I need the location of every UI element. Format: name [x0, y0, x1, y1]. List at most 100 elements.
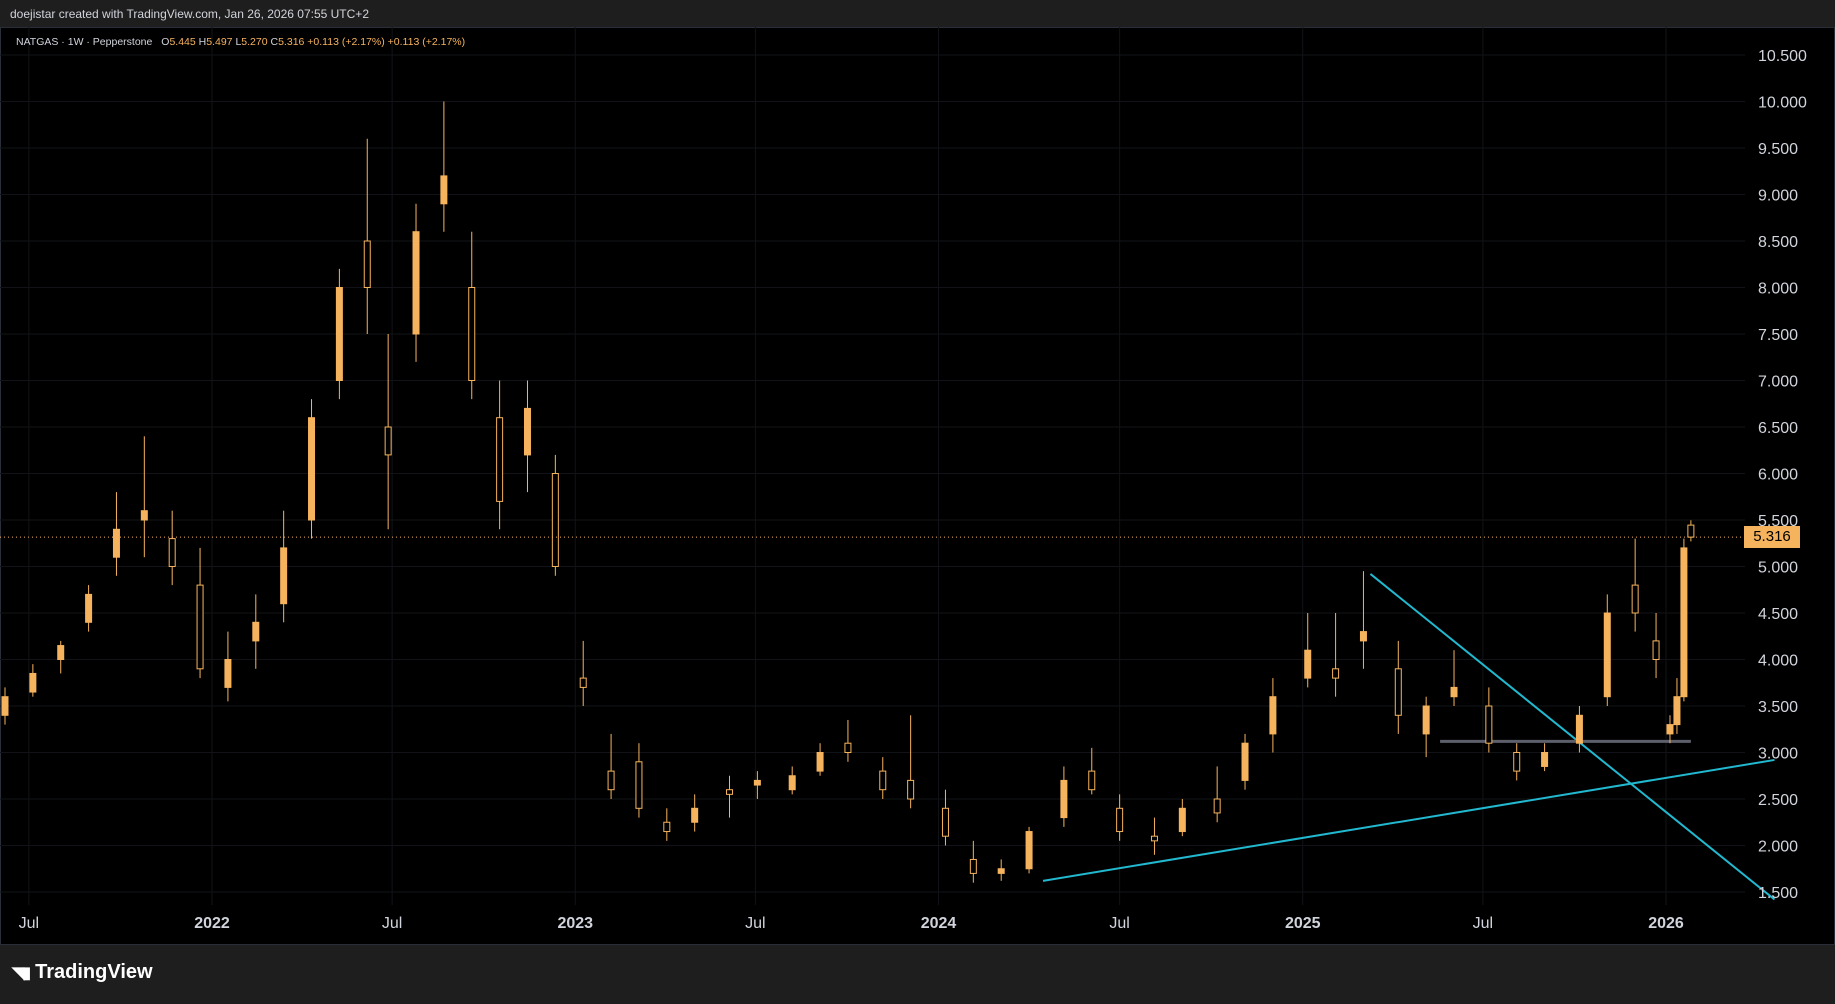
price-tick-label: 2.000	[1758, 839, 1798, 856]
last-price-label: 5.316	[1744, 526, 1800, 549]
price-axis: 10.500 10.000 9.500 9.000 8.500 8.000 7.500 7.0…	[1758, 48, 1807, 902]
candle-body	[726, 789, 734, 795]
candle-body	[969, 858, 977, 874]
candle-body	[1060, 779, 1068, 819]
time-tick-label: 2025	[1285, 915, 1321, 932]
candle-body	[941, 807, 949, 837]
candle-body	[1485, 705, 1493, 744]
time-axis: Jul 2022 Jul 2023 Jul 2024 Jul 2025 Jul 2026	[19, 915, 1684, 932]
price-chart[interactable]: 10.500 10.000 9.500 9.000 8.500 8.000 7.500 7.0…	[0, 0, 1835, 945]
bottom-bar: ◥▮ TradingView	[0, 945, 1835, 1004]
candle	[29, 664, 37, 697]
candle	[1603, 594, 1611, 706]
candle-body	[1116, 807, 1124, 833]
candle	[363, 138, 371, 334]
candle	[969, 840, 977, 883]
candle	[1687, 520, 1695, 542]
candle	[140, 436, 148, 558]
candle	[1, 687, 9, 725]
candle-body	[997, 868, 1005, 874]
candle	[468, 231, 476, 400]
time-tick-label: Jul	[382, 915, 402, 932]
legend-high-label: H	[198, 36, 207, 48]
candle-body	[496, 417, 504, 502]
time-tick-label: Jul	[19, 915, 39, 932]
legend-change: +0.113 (+2.17%)	[307, 36, 385, 48]
time-tick-label: Jul	[1109, 915, 1129, 932]
candle-body	[1450, 686, 1458, 698]
candle	[224, 631, 232, 702]
candle-body	[1603, 612, 1611, 698]
grid-lines	[0, 27, 1745, 905]
time-tick-label: 2026	[1648, 915, 1684, 932]
price-tick-label: 5.000	[1758, 560, 1798, 577]
price-tick-label: 6.500	[1758, 420, 1798, 437]
candle	[1241, 733, 1249, 790]
candle-body	[1088, 770, 1096, 791]
candle-body	[1673, 696, 1681, 726]
candle-body	[1213, 798, 1221, 814]
legend-low-label: L	[235, 36, 242, 48]
candle	[691, 794, 699, 832]
candle-body	[363, 240, 371, 288]
candle	[1450, 650, 1458, 706]
legend-close: 5.316	[278, 36, 305, 48]
candle	[607, 733, 615, 799]
candle-body	[788, 775, 796, 791]
candle	[308, 399, 316, 539]
candle	[1359, 571, 1367, 669]
candle	[1060, 766, 1068, 827]
candle	[726, 775, 734, 818]
candle	[879, 757, 887, 799]
candle	[335, 268, 343, 400]
candle	[523, 380, 531, 493]
candle-body	[1178, 807, 1186, 833]
price-tick-label: 6.000	[1758, 467, 1798, 484]
candle	[1304, 613, 1312, 688]
price-tick-label: 2.500	[1758, 792, 1798, 809]
price-tick-label: 8.500	[1758, 234, 1798, 251]
price-tick-label: 5.500	[1758, 513, 1798, 530]
candle	[663, 808, 671, 841]
series-legend: NATGAS · 1W · Pepperstone O5.445 H5.497 …	[16, 36, 465, 48]
price-tick-label: 9.500	[1758, 141, 1798, 158]
legend-low: 5.270	[241, 36, 268, 48]
candle-body	[112, 528, 120, 558]
candle-body	[468, 287, 476, 381]
price-tick-label: 3.000	[1758, 746, 1798, 763]
candle	[196, 547, 204, 679]
top-bar: doejistar created with TradingView.com, …	[0, 0, 1835, 27]
candle-body	[168, 538, 176, 567]
candle-body	[252, 621, 260, 642]
candle	[1652, 613, 1660, 679]
candle-body	[1332, 668, 1340, 679]
candle-body	[308, 417, 316, 521]
candle-body	[1513, 752, 1521, 772]
candle	[1332, 613, 1340, 697]
candle-body	[57, 645, 65, 660]
support-trendline	[1042, 758, 1775, 882]
candle-body	[224, 659, 232, 688]
candle	[1394, 640, 1402, 734]
legend-close-label: C	[270, 36, 279, 48]
price-tick-label: 4.500	[1758, 606, 1798, 623]
candle-body	[753, 779, 761, 786]
candle-body	[1422, 705, 1430, 735]
price-tick-label: 10.000	[1758, 95, 1807, 112]
candle-body	[816, 752, 824, 772]
candle	[280, 510, 288, 623]
candle-body	[1666, 724, 1674, 735]
price-tick-label: 8.000	[1758, 281, 1798, 298]
tradingview-brand[interactable]: ◥▮ TradingView	[12, 961, 153, 984]
candle	[816, 743, 824, 776]
candle	[384, 334, 392, 530]
candle-body	[1304, 649, 1312, 679]
time-tick-label: 2023	[557, 915, 593, 932]
legend-open: 5.445	[169, 36, 196, 48]
candle-body	[1150, 835, 1158, 842]
candle	[907, 715, 915, 809]
time-tick-label: 2022	[194, 915, 230, 932]
candle-body	[196, 584, 204, 670]
legend-high: 5.497	[206, 36, 233, 48]
candle-body	[551, 473, 559, 567]
